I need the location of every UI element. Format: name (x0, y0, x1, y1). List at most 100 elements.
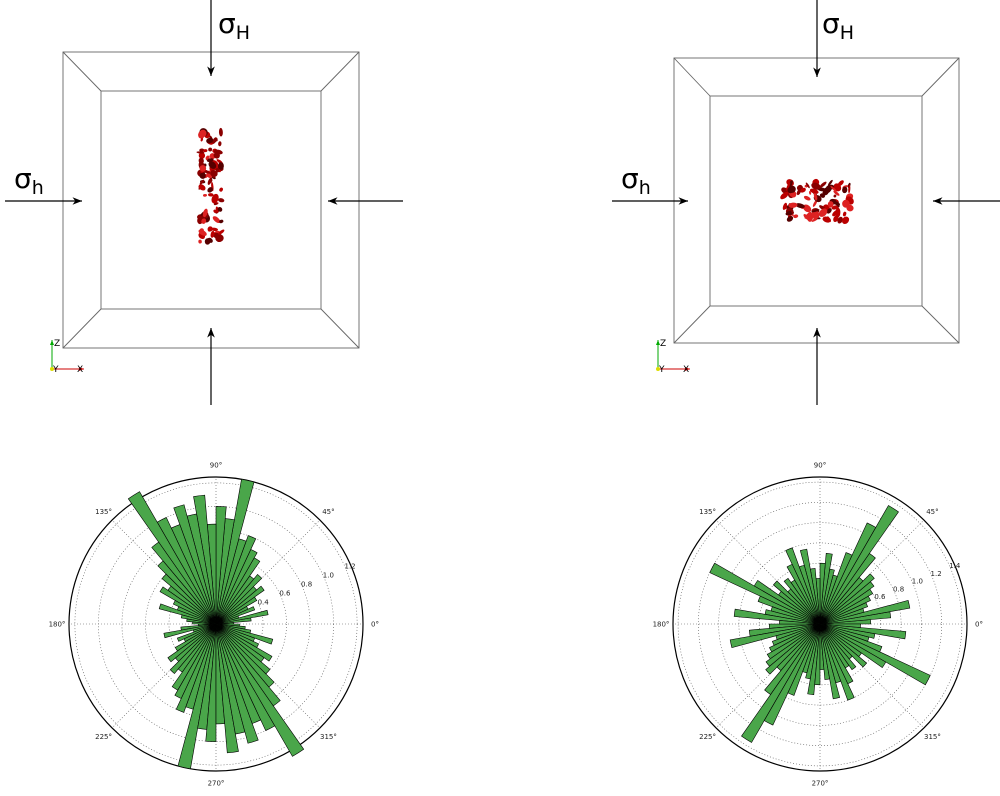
fracture (827, 201, 834, 208)
r-tick-label: 1.2 (931, 570, 942, 578)
rose-bar (215, 623, 271, 675)
rose-bar (215, 623, 275, 688)
stress-arrows (5, 0, 403, 405)
rose-bar (786, 563, 821, 625)
rose-bar (819, 623, 907, 640)
rose-bar (167, 623, 217, 663)
fracture (200, 137, 204, 142)
theta-tick-label: 225° (699, 733, 716, 741)
r-tick-label: 0.8 (301, 580, 312, 588)
fracture-cluster (196, 127, 225, 245)
fracture (208, 161, 217, 169)
rose-bar (175, 623, 217, 713)
fracture (822, 187, 832, 195)
theta-tick-label: 135° (699, 508, 716, 516)
rose-bar (215, 623, 252, 634)
rose-bar (172, 600, 217, 625)
rose-bar (205, 623, 217, 742)
fracture (805, 182, 810, 189)
fracture (215, 137, 218, 142)
rose-bar (215, 623, 260, 648)
fracture (199, 165, 207, 172)
fracture (842, 186, 848, 194)
fracture (848, 184, 851, 194)
theta-tick-label: 180° (49, 621, 66, 629)
axis-z: Z (54, 339, 60, 349)
fracture (809, 190, 812, 195)
rose-bar (161, 573, 217, 625)
fracture (207, 187, 213, 193)
rose-bar (709, 562, 821, 625)
fracture (208, 193, 214, 197)
rose-bar (819, 552, 853, 625)
fracture (199, 148, 205, 153)
theta-tick-label: 315° (320, 733, 337, 741)
grid-ring (145, 553, 287, 695)
fracture (830, 185, 837, 192)
fracture (819, 181, 827, 188)
rose-bar (157, 560, 217, 625)
rose-bar (819, 623, 857, 671)
rose-bar (757, 595, 821, 625)
rose-bar (215, 623, 273, 662)
fracture (218, 127, 223, 137)
fracture (199, 172, 206, 179)
axes-triad: Z Y X (50, 339, 84, 375)
fracture (842, 211, 847, 217)
theta-tick-label: 135° (95, 508, 112, 516)
rose-bar (215, 623, 240, 627)
axis-x: X (77, 365, 83, 375)
rose-bar (159, 586, 217, 625)
fracture (215, 167, 220, 173)
polar-frame (68, 476, 364, 772)
rose-bar (819, 623, 883, 653)
rose-bar (819, 623, 931, 686)
fracture (202, 208, 208, 218)
fracture (795, 203, 805, 209)
fracture (811, 209, 820, 213)
rose-bar (158, 603, 217, 625)
fracture (206, 158, 214, 163)
fracture (837, 216, 843, 224)
fracture (211, 193, 219, 204)
rose-bar (819, 623, 854, 685)
sigma-H-label: σH (218, 7, 250, 44)
rose-bar (127, 491, 217, 625)
rose-bar (819, 623, 861, 628)
axis-z: Z (660, 339, 666, 349)
fracture (833, 194, 837, 198)
fracture (199, 179, 205, 185)
fracture (218, 229, 225, 235)
rose-bar (819, 573, 875, 625)
theta-tick-label: 90° (814, 462, 826, 470)
fracture (198, 184, 206, 191)
fracture (206, 137, 214, 144)
fracture (803, 195, 811, 201)
fracture (841, 216, 850, 224)
fracture (811, 182, 821, 190)
grid-ring (168, 576, 264, 672)
fracture (217, 162, 224, 170)
r-tick-label: 1.0 (323, 571, 334, 579)
fracture (210, 230, 215, 238)
fracture (213, 209, 217, 213)
rose-bar (819, 552, 833, 625)
axis-x: X (683, 365, 689, 375)
fracture (786, 182, 791, 191)
fracture (833, 190, 840, 196)
fracture (822, 216, 831, 223)
rose-bar (215, 478, 255, 625)
rose-diagrams: 0.4 0.6 0.8 1.0 1.2 0° 45° 90° 135° 180° 225° 270° 3… (49, 462, 983, 788)
rose-bar (807, 623, 821, 696)
theta-tick-label: 0° (371, 621, 379, 629)
theta-tick-label: 270° (812, 780, 829, 788)
fracture (834, 201, 841, 206)
rose-bar (783, 577, 821, 625)
fracture (208, 179, 213, 184)
fracture (842, 199, 850, 208)
fracture (788, 202, 798, 208)
sigma-H-label: σH (822, 7, 854, 44)
fracture (207, 226, 213, 232)
rose-bar (741, 623, 821, 743)
